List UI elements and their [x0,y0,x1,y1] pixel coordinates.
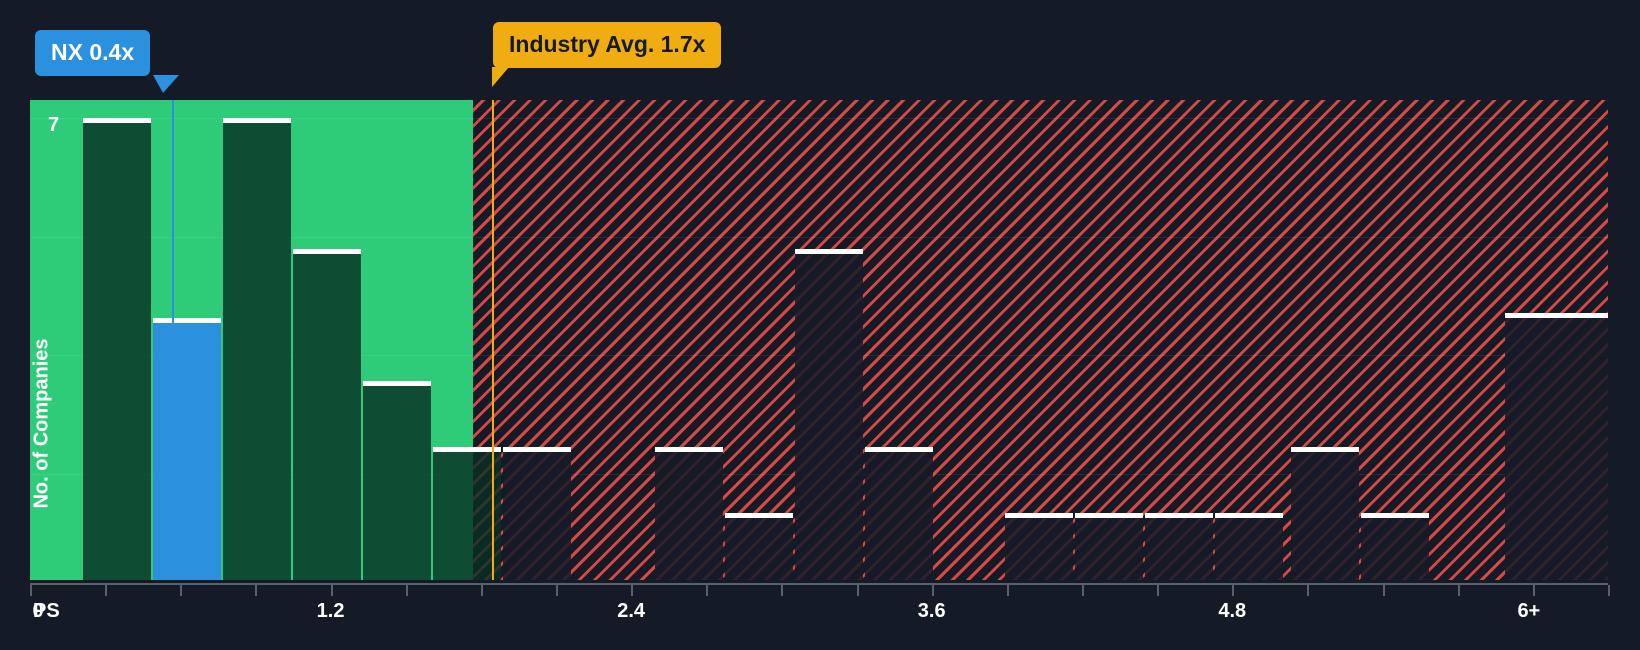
histogram-bar[interactable] [725,513,793,580]
x-axis-tick-label: 3.6 [917,600,946,622]
x-axis-tick [931,585,934,596]
histogram-bar[interactable] [865,447,933,580]
bar-cap [655,447,723,452]
histogram-bar[interactable] [153,318,221,580]
x-axis-tick [30,585,32,596]
industry-average-marker-line [492,100,494,580]
histogram-bar[interactable] [1291,447,1359,580]
x-axis-tick-label: 2.4 [617,600,646,622]
histogram-bar[interactable] [1075,513,1143,580]
bar-cap [363,381,431,386]
bar-cap [795,249,863,254]
histogram-bar[interactable] [293,249,361,580]
x-axis-tick [781,585,784,596]
bar-cap [293,249,361,254]
x-axis-tick [1382,585,1385,596]
x-axis-tick [105,585,108,596]
x-axis-tick [1608,585,1610,596]
bar-cap [433,447,501,452]
x-axis-tick [255,585,258,596]
bar-cap [865,447,933,452]
bar-cap [725,513,793,518]
x-axis-tick [330,585,333,596]
x-axis-tick [1532,585,1535,596]
x-axis-tick [556,585,558,596]
x-axis-tick-label: 4.8 [1218,600,1247,622]
histogram-bar[interactable] [433,447,501,580]
x-axis-tick [1457,585,1460,596]
company-marker-line [172,100,174,580]
x-axis-tick-label: 6+ [1517,600,1541,622]
histogram-bar[interactable] [1005,513,1073,580]
industry-average-callout-label: Industry Avg. 1.7x [509,31,706,57]
bar-cap [153,318,221,323]
x-axis-tick [1307,585,1310,596]
bar-cap [1361,513,1429,518]
bar-cap [1505,313,1608,318]
bar-cap [1005,513,1073,518]
bar-cap [1075,513,1143,518]
bar-cap [1215,513,1283,518]
company-value-callout-label: NX 0.4x [51,39,135,65]
bar-cap [1291,447,1359,452]
bar-cap [503,447,571,452]
industry-average-callout[interactable]: Industry Avg. 1.7x [492,22,722,88]
overvalued-zone [473,100,1608,580]
x-axis-tick [180,585,183,596]
x-axis-tick [1006,585,1009,596]
company-value-callout[interactable]: NX 0.4x [35,30,179,94]
bar-cap [1145,513,1213,518]
bar-cap [223,118,291,123]
histogram-bar[interactable] [1215,513,1283,580]
x-axis-tick [856,585,859,596]
histogram-bar[interactable] [655,447,723,580]
y-axis-title: No. of Companies [30,338,53,509]
histogram-bar[interactable] [1361,513,1429,580]
histogram-bar[interactable] [363,381,431,580]
histogram-bar[interactable] [223,118,291,580]
x-axis-title: PS [33,600,60,622]
plot-area: 7 No. of Companies [30,100,1608,580]
bar-cap [83,118,151,123]
callout-tail [492,67,509,88]
x-axis-tick-label: 0 [32,600,44,622]
x-axis-tick [706,585,709,596]
x-axis-tick [1082,585,1084,596]
histogram-bar[interactable] [503,447,571,580]
histogram-bar[interactable] [1505,313,1608,580]
x-axis-tick [1232,585,1235,596]
histogram-bar[interactable] [1145,513,1213,580]
y-axis-max-label: 7 [48,114,60,136]
histogram-bar[interactable] [83,118,151,580]
x-axis-tick [631,585,634,596]
callout-tail [153,75,179,94]
x-axis-tick [1157,585,1160,596]
x-axis-tick-label: 1.2 [316,600,345,622]
histogram-bar[interactable] [795,249,863,580]
x-axis-line [30,583,1608,585]
x-axis-tick [480,585,483,596]
x-axis-tick [405,585,408,596]
